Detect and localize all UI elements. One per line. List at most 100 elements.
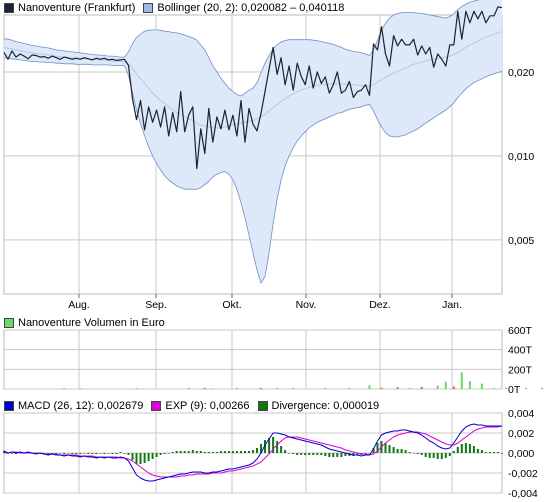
divergence-bar <box>151 453 154 459</box>
divergence-bar <box>199 451 202 453</box>
volume-bar <box>460 372 463 389</box>
bollinger-upper-line <box>3 0 480 97</box>
legend-bollinger-label: Bollinger (20, 2): 0,020082 – 0,040118 <box>157 2 345 14</box>
volume-bar <box>187 388 190 389</box>
divergence-bar <box>219 451 222 453</box>
divergence-bar <box>215 452 218 453</box>
divergence-bar <box>107 453 110 454</box>
divergence-bar <box>155 453 158 457</box>
price-tick-label: 0,010 <box>508 151 534 163</box>
exp-swatch-icon <box>151 401 162 411</box>
divergence-bar <box>175 451 178 453</box>
divergence-bar <box>179 451 182 453</box>
divergence-bar <box>280 446 283 453</box>
divergence-bar <box>159 453 162 455</box>
divergence-bar <box>167 453 170 454</box>
divergence-bar <box>63 453 66 454</box>
macd-swatch-icon <box>4 401 14 411</box>
divergence-bar <box>501 453 503 454</box>
divergence-bar <box>191 450 194 453</box>
volume-bar <box>235 387 238 389</box>
divergence-bar <box>412 453 415 454</box>
volume-bar <box>444 381 447 389</box>
divergence-bar <box>195 451 198 453</box>
divergence-bar <box>432 453 435 458</box>
divergence-bar <box>489 452 491 453</box>
divergence-bar <box>71 453 74 454</box>
divergence-bar <box>416 453 419 454</box>
divergence-bar <box>300 453 303 455</box>
divergence-bar <box>304 453 307 455</box>
divergence-bar <box>400 449 403 453</box>
divergence-bar <box>260 444 262 453</box>
divergence-bar <box>244 451 246 453</box>
divergence-bar <box>139 453 142 464</box>
divergence-bar <box>340 453 343 457</box>
divergence-bar <box>143 453 146 463</box>
volume-bar <box>292 388 295 389</box>
divergence-bar <box>268 438 271 453</box>
divergence-bar <box>388 445 391 453</box>
volume-bar <box>260 388 262 389</box>
divergence-bar <box>344 453 347 456</box>
macd-tick-label: 0,002 <box>508 428 534 440</box>
month-label: Jan. <box>442 299 462 311</box>
divergence-bar <box>296 453 299 455</box>
divergence-bar <box>460 444 463 453</box>
divergence-bar <box>420 453 423 455</box>
divergence-bar <box>436 453 439 459</box>
legend-divergence: Divergence: 0,000019 <box>257 400 379 412</box>
divergence-bar <box>464 443 467 453</box>
divergence-bar <box>187 451 190 453</box>
month-label: Sep. <box>145 299 167 311</box>
volume-tick-label: 200T <box>508 364 533 376</box>
legend-macd: MACD (26, 12): 0,002679 <box>4 400 143 412</box>
volume-bar <box>368 385 371 389</box>
divergence-bar <box>87 453 90 454</box>
legend-macd-label: MACD (26, 12): 0,002679 <box>18 400 144 412</box>
divergence-bar <box>111 453 114 454</box>
macd-tick-label: -0,002 <box>508 468 538 480</box>
divergence-bar <box>372 448 375 453</box>
divergence-bar <box>131 453 134 460</box>
divergence-bar <box>292 453 295 454</box>
month-label: Nov. <box>296 299 317 311</box>
month-label: Aug. <box>68 299 90 311</box>
divergence-bar <box>248 451 250 453</box>
divergence-bar <box>264 440 266 453</box>
divergence-bar <box>324 453 327 456</box>
month-label: Okt. <box>222 299 241 311</box>
macd-legend: MACD (26, 12): 0,002679 EXP (9): 0,00266… <box>4 399 387 413</box>
divergence-bar <box>83 453 86 454</box>
divergence-bar <box>240 451 242 453</box>
divergence-bar <box>223 451 226 453</box>
price-swatch-icon <box>4 3 14 13</box>
volume-bar <box>420 386 423 389</box>
divergence-bar <box>183 451 186 453</box>
divergence-bar <box>91 453 94 454</box>
divergence-bar <box>11 453 13 454</box>
legend-exp-label: EXP (9): 0,00266 <box>165 400 250 412</box>
volume-bar <box>79 388 82 389</box>
divergence-bar <box>332 453 335 457</box>
divergence-bar <box>103 453 106 454</box>
divergence-bar <box>59 453 62 454</box>
price-line <box>3 6 503 170</box>
divergence-bar <box>336 453 339 457</box>
divergence-bar <box>328 453 331 457</box>
volume-bar <box>480 383 483 389</box>
volume-tick-label: 0T <box>508 384 521 396</box>
volume-bar <box>324 388 327 389</box>
volume-bar <box>203 388 206 389</box>
volume-bar <box>525 388 528 389</box>
divergence-bar <box>316 453 319 455</box>
volume-bar <box>396 387 399 389</box>
volume-bar <box>493 388 495 389</box>
bollinger-middle-line <box>3 31 503 129</box>
volume-bar <box>541 388 544 389</box>
divergence-bar <box>75 453 78 454</box>
exp-line <box>4 425 503 478</box>
bollinger-lower-line <box>3 56 503 284</box>
